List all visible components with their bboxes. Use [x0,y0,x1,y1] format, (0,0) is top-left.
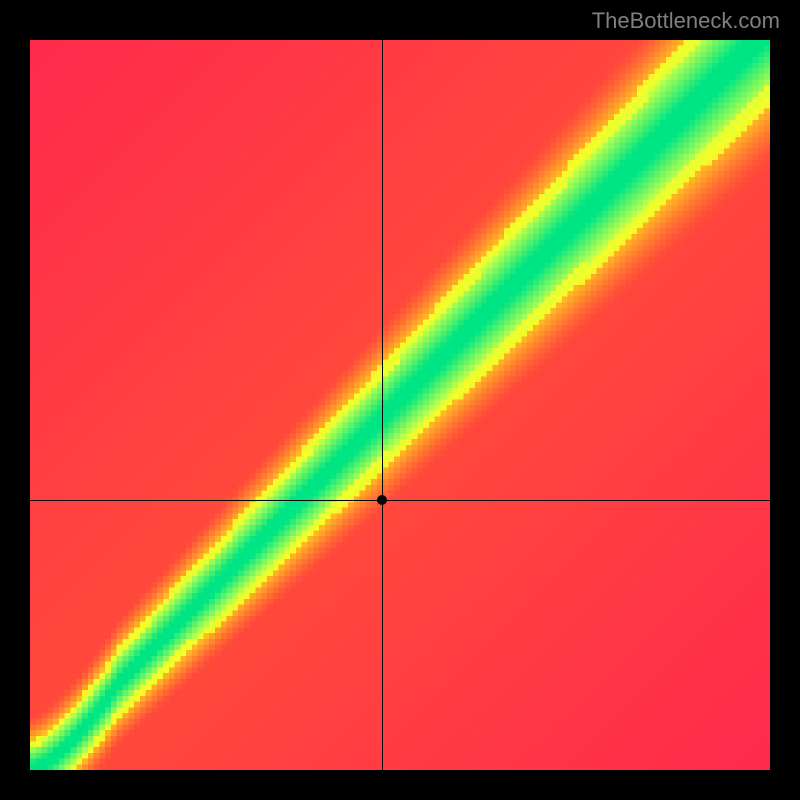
marker-dot [377,495,387,505]
heatmap-canvas [30,40,770,770]
heatmap-plot-area [30,40,770,770]
crosshair-vertical [382,40,383,770]
watermark-text: TheBottleneck.com [592,8,780,34]
crosshair-horizontal [30,500,770,501]
